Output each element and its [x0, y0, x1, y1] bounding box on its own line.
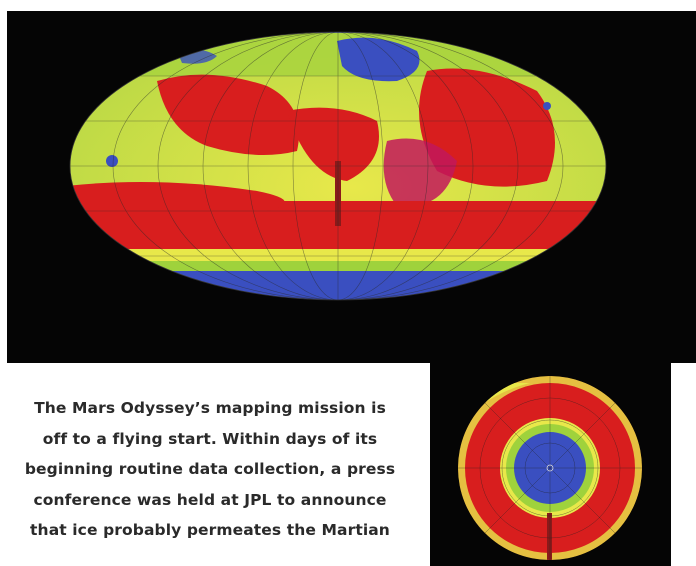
mars-polar-map-image: [430, 363, 671, 566]
article-text: The Mars Odyssey’s mapping mission is of…: [0, 393, 420, 546]
article-line: beginning routine data collection, a pre…: [24, 460, 396, 478]
article-line: off to a flying start. Within days of it…: [42, 429, 378, 448]
article-line: The Mars Odyssey’s mapping mission is: [34, 399, 386, 417]
article-line: that ice probably permeates the Martian: [30, 521, 390, 539]
mars-global-map-image: [7, 11, 696, 363]
polar-map-graphic: [458, 376, 642, 560]
mars-map-graphic: [69, 31, 607, 301]
article-line: conference was held at JPL to announce: [33, 490, 387, 509]
